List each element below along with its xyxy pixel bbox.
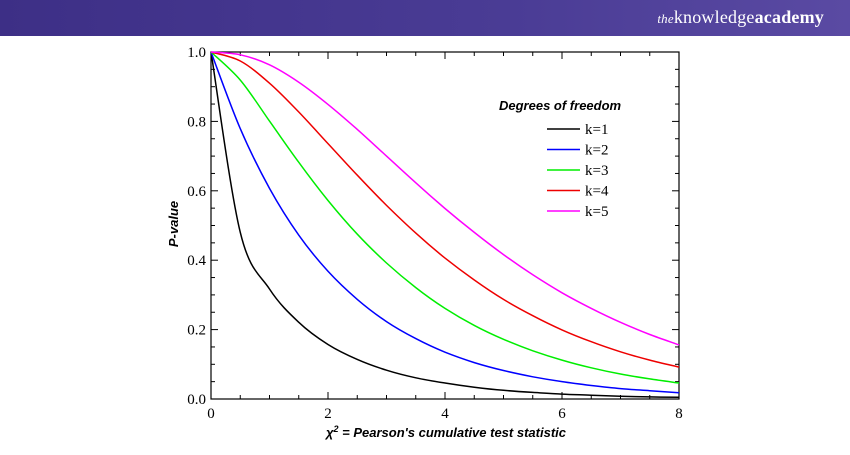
legend: Degrees of freedom k=1 k=2 k=3 k=4 k=5 (499, 98, 622, 220)
x-axis-symbol: χ (324, 425, 334, 440)
x-tick-label: 6 (558, 406, 566, 422)
brand-prefix: the (657, 11, 674, 26)
legend-title: Degrees of freedom (499, 98, 622, 113)
y-tick-label: 1.0 (187, 45, 206, 61)
legend-label: k=1 (585, 122, 608, 138)
y-axis-title: P-value (166, 201, 181, 247)
y-tick-label: 0.8 (187, 114, 206, 130)
legend-label: k=5 (585, 204, 608, 220)
legend-label: k=4 (585, 184, 609, 200)
y-tick-label: 0.2 (187, 323, 206, 339)
y-tick-label: 0.0 (187, 392, 206, 408)
brand-knowledge: knowledge (673, 7, 755, 27)
x-axis-title: χ2 = Pearson's cumulative test statistic (324, 424, 567, 440)
chart-container: 0 2 4 6 8 0.0 0.2 0.4 0.6 0.8 1.0 Degrees of freed… (0, 36, 850, 450)
x-axis-title-text: = Pearson's cumulative test statistic (339, 425, 567, 440)
y-tick-label: 0.6 (187, 184, 206, 200)
p-value-chart: 0 2 4 6 8 0.0 0.2 0.4 0.6 0.8 1.0 Degrees of freed… (166, 45, 683, 440)
x-tick-label: 4 (441, 406, 449, 422)
series-lines-layer (210, 51, 680, 399)
series-line-k1 (210, 51, 680, 399)
brand-academy: academy (754, 7, 824, 27)
x-tick-label: 0 (207, 406, 215, 422)
series-line-k2 (210, 51, 680, 394)
x-axis-superscript: 2 (333, 424, 339, 434)
x-tick-label: 2 (324, 406, 332, 422)
legend-label: k=2 (585, 143, 608, 159)
series-line-k5 (210, 51, 680, 346)
brand-logo: theknowledgeacademy (657, 7, 824, 28)
header-banner: theknowledgeacademy (0, 0, 850, 36)
x-tick-label: 8 (675, 406, 683, 422)
legend-label: k=3 (585, 163, 608, 179)
series-line-k4 (210, 51, 680, 368)
series-line-k3 (210, 51, 680, 384)
y-tick-label: 0.4 (187, 253, 206, 269)
axes-layer: 0 2 4 6 8 0.0 0.2 0.4 0.6 0.8 1.0 (187, 45, 683, 422)
